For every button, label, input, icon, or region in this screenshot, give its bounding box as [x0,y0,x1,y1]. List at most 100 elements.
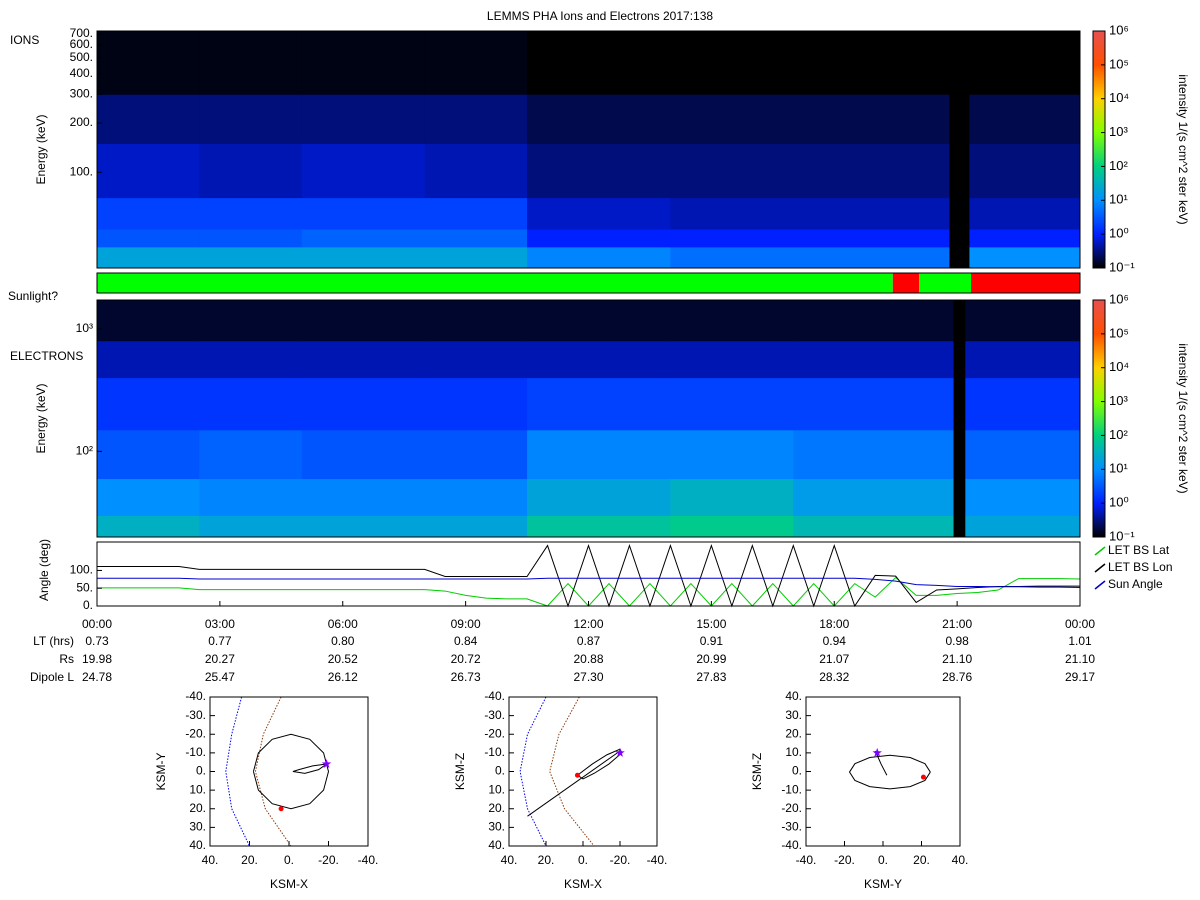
legend-label: LET BS Lon [1108,560,1173,574]
y-tick-label: 40. [785,689,802,703]
heatmap-cell [670,246,794,269]
x-tick-label: 0. [578,853,588,867]
y-tick-label: 40. [488,838,505,852]
colorbar-tick-label: 10⁰ [1109,495,1129,510]
panel-label: ELECTRONS [10,349,83,363]
heatmap-cell [97,229,200,248]
heatmap-cell [97,478,200,516]
colorbar-tick-label: 10⁵ [1109,56,1129,71]
heatmap-cell [793,246,950,269]
heatmap-cell [969,197,1081,230]
y-tick-label: 30. [785,708,802,722]
series-line [527,750,621,817]
heatmap-cell [527,143,671,199]
y-tick-label: 0. [83,598,93,612]
heatmap-cell [301,143,426,199]
sunlight-segment [919,273,972,293]
table-value: 27.30 [573,670,603,684]
heatmap-cell [793,300,954,342]
table-value: 20.72 [451,652,481,666]
y-tick-label: 30. [189,820,206,834]
y-tick-label: 10. [488,782,505,796]
y-tick-label: 10² [76,444,93,458]
y-tick-label: -30. [484,708,505,722]
row-label: Rs [59,652,74,666]
y-tick-label: 0. [196,764,206,778]
colorbar-tick-label: 10³ [1109,124,1128,139]
heatmap-cell [965,429,1081,480]
heatmap-cell [670,478,794,516]
table-value: 0.98 [945,634,969,648]
heatmap-cell [670,143,794,199]
colorbar-tick-label: 10⁶ [1109,22,1129,37]
heatmap-cell [301,229,426,248]
y-tick-label: -30. [185,708,206,722]
heatmap-cell [793,229,950,248]
heatmap-cell [424,246,528,269]
heatmap-cell [424,340,528,379]
heatmap-cell [793,478,954,516]
heatmap-cell [199,31,303,95]
series-line [254,696,292,847]
position-dot [920,774,926,780]
x-tick-label: 0. [878,853,888,867]
heatmap-cell [527,197,671,230]
table-value: 0.80 [331,634,355,648]
y-tick-label: -30. [781,820,802,834]
y-tick-label: 0. [792,764,802,778]
y-axis-label: KSM-Z [750,753,764,790]
x-tick-label: 06:00 [328,617,358,631]
heatmap-cell [424,31,528,95]
x-tick-label: 21:00 [942,617,972,631]
y-tick-label: 30. [488,820,505,834]
heatmap-cell [424,300,528,342]
heatmap-cell [793,31,950,95]
series-line [252,733,330,810]
heatmap-cell [301,478,426,516]
colorbar-tick-label: 10⁰ [1109,226,1129,241]
y-tick-label: -20. [185,726,206,740]
heatmap-cell [199,197,303,230]
heatmap-cell [424,377,528,431]
x-tick-label: 20. [241,853,258,867]
colorbar-tick-label: 10⁴ [1109,359,1129,374]
heatmap-cell [527,478,671,516]
y-tick-label: 600. [70,37,93,51]
table-value: 21.07 [819,652,849,666]
colorbar-tick-label: 10¹ [1109,192,1128,207]
position-dot [574,772,580,778]
heatmap-cell [199,246,303,269]
y-tick-label: 10. [785,745,802,759]
heatmap-cell [199,94,303,144]
table-value: 20.52 [328,652,358,666]
heatmap-cell [670,31,794,95]
colorbar-tick-label: 10⁶ [1109,291,1129,306]
table-value: 20.88 [573,652,603,666]
chart-title: LEMMS PHA Ions and Electrons 2017:138 [487,9,713,23]
x-tick-label: -20. [318,853,339,867]
plot-background [210,697,368,846]
heatmap-cell [97,31,200,95]
heatmap-cell [793,429,954,480]
heatmap-cell [670,197,794,230]
table-value: 20.27 [205,652,235,666]
legend-swatch [1094,580,1106,590]
y-tick-label: 100. [70,563,93,577]
x-tick-label: -20. [610,853,631,867]
heatmap-cell [793,143,950,199]
series-line [519,696,547,847]
sunlight-segment [97,273,893,293]
heatmap-cell [527,246,671,269]
heatmap-cell [793,340,954,379]
heatmap-cell [527,31,671,95]
y-tick-label: 10. [189,782,206,796]
colorbar-label: intensity 1/(s cm^2 ster keV) [1176,74,1190,224]
heatmap-cell [424,229,528,248]
y-tick-label: -40. [185,689,206,703]
table-value: 0.94 [823,634,847,648]
y-tick-label: -20. [484,726,505,740]
y-tick-label: 20. [785,726,802,740]
heatmap-cell [527,94,671,144]
heatmap-cell [527,377,671,431]
x-tick-label: 40. [952,853,969,867]
